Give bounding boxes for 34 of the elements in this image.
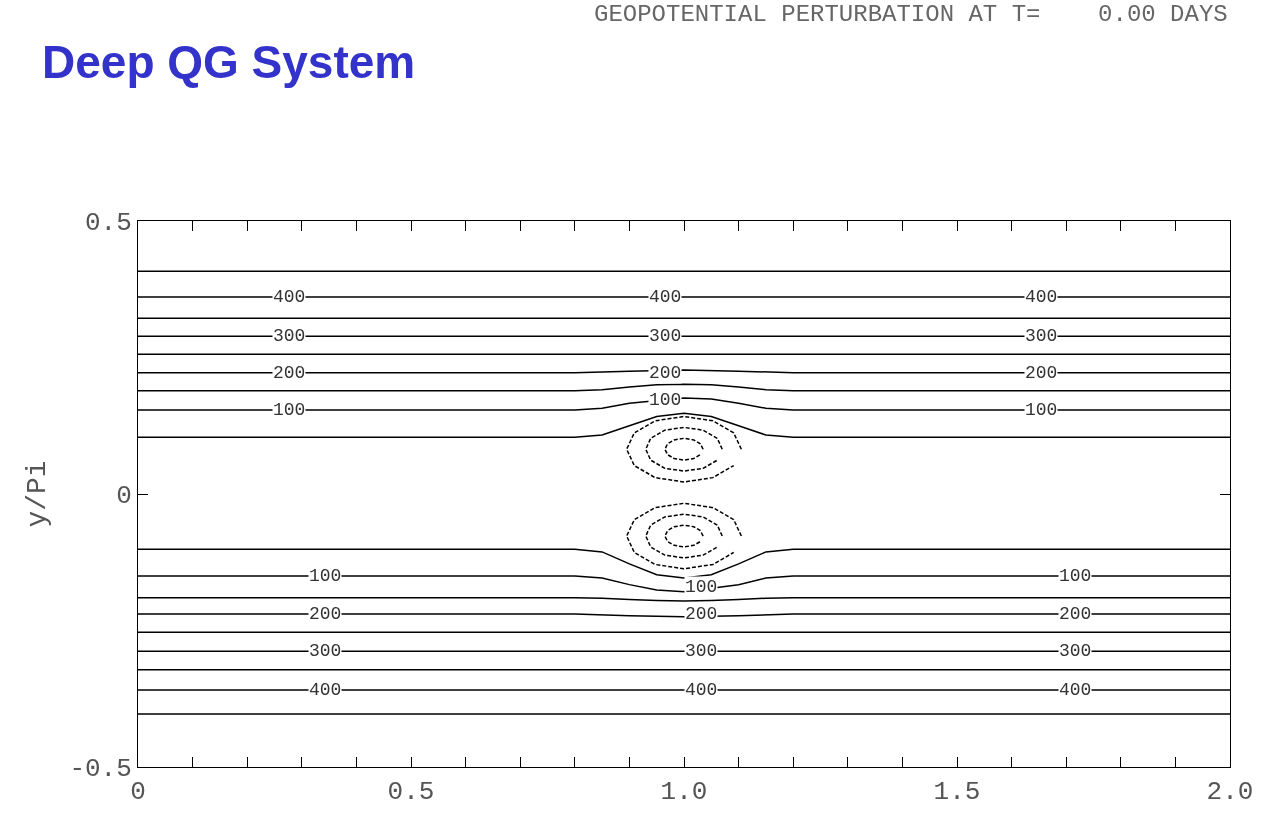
annotation: 200 xyxy=(649,363,682,383)
annotation: 200 xyxy=(685,604,718,624)
annotation: 300 xyxy=(1025,326,1058,346)
annotation: 200 xyxy=(1025,363,1058,383)
chart-title: Deep QG System xyxy=(42,36,416,88)
annotation: 300 xyxy=(685,641,718,661)
annotation: 200 xyxy=(309,604,342,624)
x-tick-label: 0.5 xyxy=(387,777,435,808)
y-tick-label: 0 xyxy=(116,481,132,512)
annotation: 200 xyxy=(1059,604,1092,624)
annotation: 200 xyxy=(273,363,306,383)
annotation: 100 xyxy=(1059,566,1092,586)
x-tick-label: 2.0 xyxy=(1206,777,1254,808)
x-tick-label: 1.5 xyxy=(933,777,981,808)
annotation: 400 xyxy=(685,680,718,700)
x-tick-label: 1.0 xyxy=(660,777,708,808)
annotation: 300 xyxy=(273,326,306,346)
annotation: 300 xyxy=(1059,641,1092,661)
annotation: 100 xyxy=(273,400,306,420)
y-tick-label: 0.5 xyxy=(84,208,132,239)
annotation: 400 xyxy=(309,680,342,700)
annotation: 300 xyxy=(649,326,682,346)
annotation: 100 xyxy=(649,390,682,410)
annotation: 100 xyxy=(685,577,718,597)
y-tick-label: -0.5 xyxy=(69,754,132,785)
annotation: 100 xyxy=(309,566,342,586)
annotation: 300 xyxy=(309,641,342,661)
y-axis-title: y/Pi xyxy=(22,460,54,528)
annotation: 100 xyxy=(1025,400,1058,420)
annotation: 400 xyxy=(273,287,306,307)
annotation: 400 xyxy=(1059,680,1092,700)
annotation: 400 xyxy=(1025,287,1058,307)
chart-subtitle: GEOPOTENTIAL PERTURBATION AT T= 0.00 DAYS xyxy=(594,1,1228,28)
annotation: 400 xyxy=(649,287,682,307)
